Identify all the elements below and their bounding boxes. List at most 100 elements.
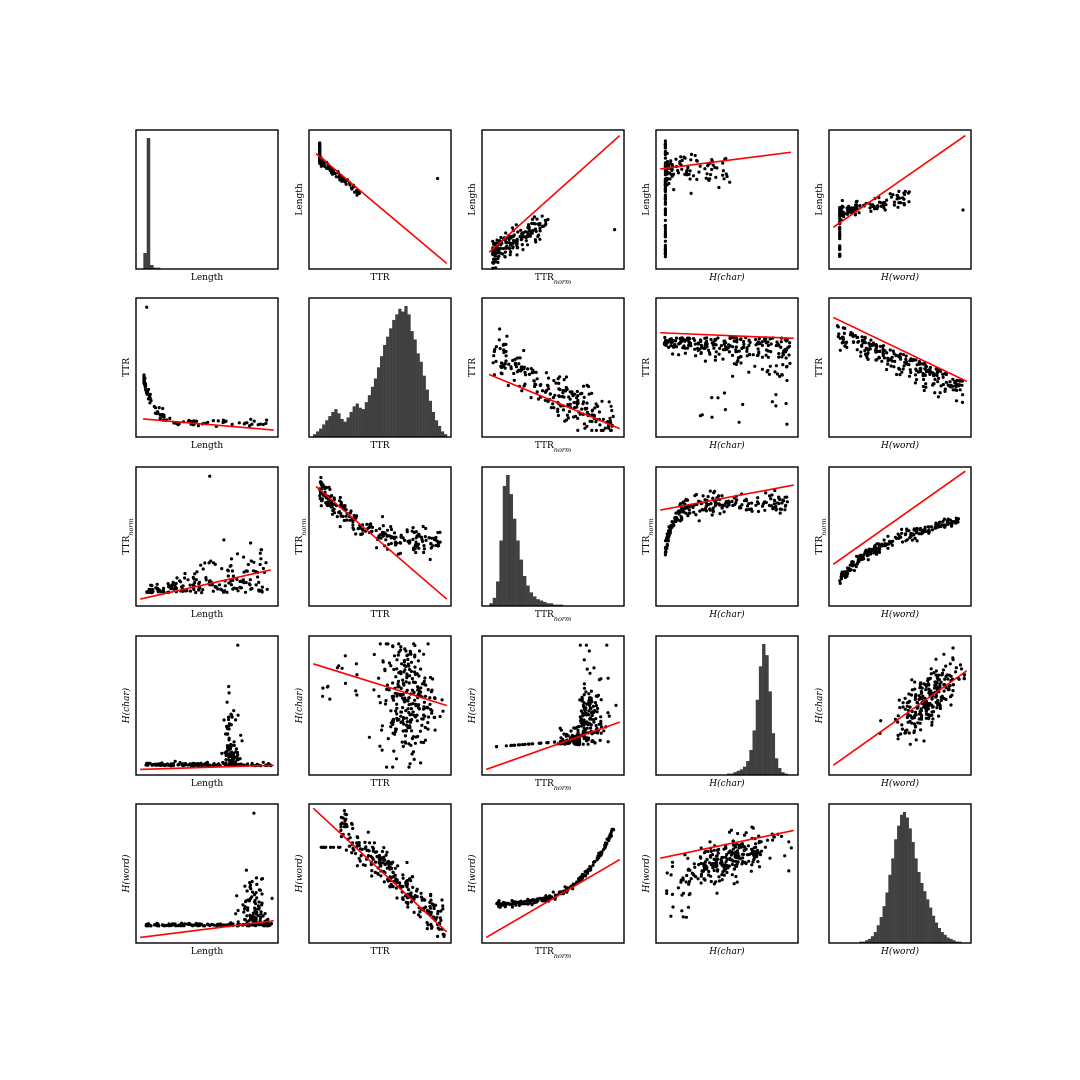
scatter-point [428,702,432,706]
scatter-point [701,494,705,498]
scatter-point [784,350,788,354]
scatter-point [600,851,604,855]
scatter-point [913,680,917,684]
scatter-point [357,856,361,861]
histogram-bar [401,311,405,437]
scatter-point [227,715,231,719]
histogram-bar [771,733,776,775]
scatter-point [409,900,414,904]
scatter-point [526,223,531,227]
scatter-point [556,410,560,414]
scatter-point [888,348,892,352]
scatter-point [196,424,200,428]
scatter-point [932,374,936,378]
scatter-point [243,590,248,594]
scatter-point [426,688,430,692]
scatter-point [385,687,389,692]
scatter-point [845,212,850,216]
regression-line [140,919,274,939]
histogram-bar [437,425,442,437]
scatter-point [395,658,399,662]
scatter-point [403,734,408,738]
scatter-point [341,505,346,509]
scatter-point [732,882,736,886]
panel-frame [828,635,972,776]
scatter-point [845,572,849,576]
scatter-point [750,501,754,505]
scatter-point [519,365,523,370]
scatter-point [726,499,731,503]
scatter-point [920,362,924,366]
scatter-point [242,555,246,559]
scatter-point [745,349,749,353]
scatter-point [508,253,512,257]
scatter-point [552,406,556,410]
scatter-point [248,913,252,918]
panel-frame [481,803,625,944]
histogram-bar [765,655,769,775]
scatter-point [411,710,415,714]
scatter-point [401,876,405,880]
scatter-point [344,514,348,518]
scatter-point [927,531,931,535]
scatter-point [385,533,389,537]
scatter-point [930,528,935,532]
scatter-point [757,337,761,341]
scatter-point [427,909,431,914]
scatter-point [699,338,703,342]
scatter-point [705,503,709,507]
scatter-point [395,702,399,706]
scatter-point [901,352,906,357]
scatter-point [839,208,843,212]
histogram-bar [932,915,936,943]
scatter-point [721,169,726,173]
scatter-point [939,384,943,388]
scatter-point [946,677,950,681]
histogram-bar [509,494,513,606]
scatter-point [731,503,735,508]
scatter-point [505,240,509,245]
scatter-point [558,375,562,379]
scatter-point [836,325,840,329]
scatter-point [171,580,175,584]
scatter-point [512,233,516,237]
scatter-point [145,305,149,309]
scatter-point [261,422,265,427]
scatter-point [670,892,675,897]
scatter-point [886,362,890,366]
scatter-point [212,923,216,927]
scatter-point [865,554,869,558]
scatter-point [566,416,571,420]
scatter-point [337,664,341,668]
scatter-point [163,763,167,767]
scatter-point [528,234,533,238]
scatter-point [526,234,530,239]
scatter-point [666,171,670,175]
scatter-point [400,696,405,700]
scatter-point [897,698,901,702]
histogram-bar [373,378,378,437]
scatter-point [907,731,911,735]
scatter-point [730,499,734,503]
scatter-point [384,642,388,646]
scatter-point [167,584,171,588]
scatter-point [499,243,503,247]
scatter-point [379,536,383,540]
scatter-point [925,712,930,716]
scatter-point [663,243,668,247]
scatter-point [725,858,729,862]
scatter-point [229,761,233,765]
scatter-point [595,710,599,714]
scatter-point [372,688,376,692]
scatter-point [763,508,767,512]
scatter-point [680,893,684,897]
scatter-point [419,667,423,671]
scatter-point [741,402,745,407]
scatter-point [517,903,521,908]
scatter-point [399,533,403,537]
scatter-point [504,231,508,235]
scatter-point [904,357,908,361]
scatter-point [249,541,253,545]
scatter-point [498,346,502,351]
scatter-point [927,677,931,681]
